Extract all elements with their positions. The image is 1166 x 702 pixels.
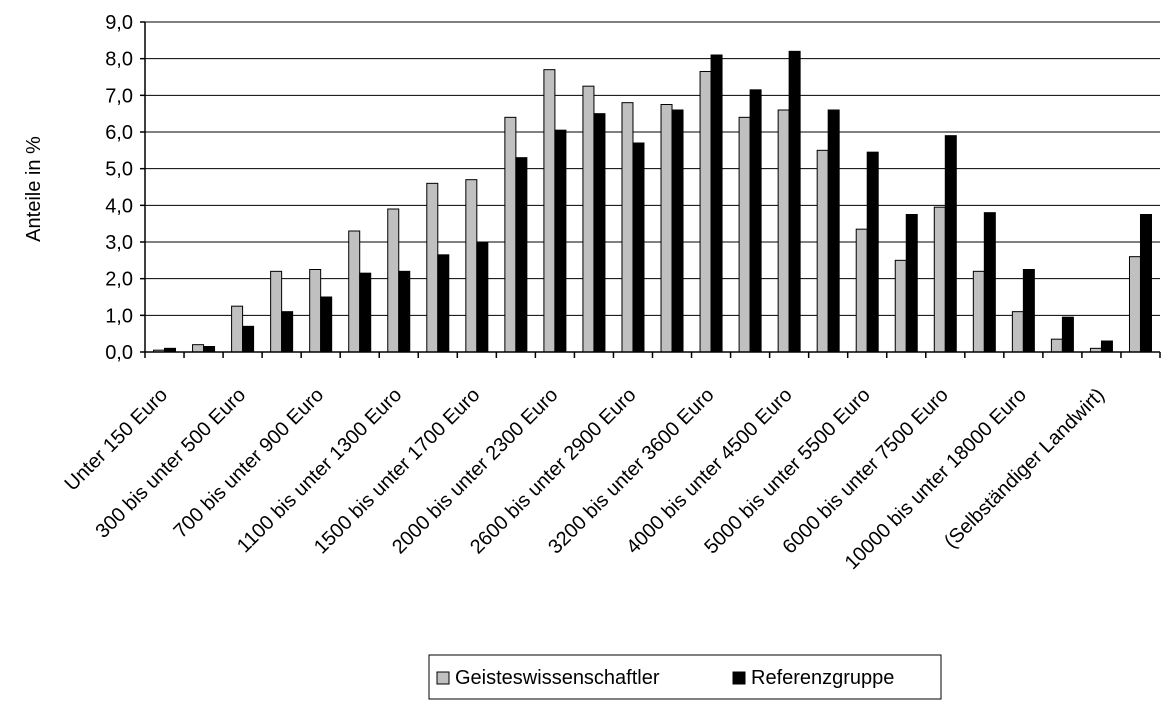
bar-referenzgruppe: [594, 114, 605, 352]
x-category-label: 3200 bis unter 3600 Euro: [544, 384, 718, 558]
y-tick-label: 0,0: [105, 342, 133, 364]
x-category-label: 1500 bis unter 1700 Euro: [310, 384, 484, 558]
bar-referenzgruppe: [1062, 317, 1073, 352]
bar-geisteswissenschaftler: [505, 117, 516, 352]
bar-geisteswissenschaftler: [1129, 257, 1140, 352]
bar-geisteswissenschaftler: [193, 345, 204, 352]
bar-geisteswissenschaftler: [544, 70, 555, 352]
x-category-label: 4000 bis unter 4500 Euro: [622, 384, 796, 558]
bar-geisteswissenschaftler: [973, 271, 984, 352]
bar-geisteswissenschaftler: [427, 183, 438, 352]
bar-geisteswissenschaftler: [934, 207, 945, 352]
y-tick-label: 5,0: [105, 159, 133, 181]
y-tick-label: 8,0: [105, 49, 133, 71]
bar-referenzgruppe: [1101, 341, 1112, 352]
bar-referenzgruppe: [906, 215, 917, 353]
bar-geisteswissenschaftler: [1012, 312, 1023, 352]
bar-referenzgruppe: [789, 51, 800, 352]
bar-referenzgruppe: [945, 136, 956, 352]
bar-geisteswissenschaftler: [310, 270, 321, 353]
x-category-label: 2000 bis unter 2300 Euro: [388, 384, 562, 558]
bar-referenzgruppe: [555, 130, 566, 352]
bar-referenzgruppe: [438, 255, 449, 352]
bar-geisteswissenschaftler: [271, 271, 282, 352]
bar-geisteswissenschaftler: [856, 229, 867, 352]
bar-referenzgruppe: [867, 152, 878, 352]
bar-referenzgruppe: [750, 90, 761, 352]
x-category-label: 1100 bis unter 1300 Euro: [233, 384, 406, 557]
bar-geisteswissenschaftler: [349, 231, 360, 352]
bar-referenzgruppe: [204, 347, 215, 353]
bar-referenzgruppe: [1023, 270, 1034, 353]
bar-geisteswissenschaftler: [583, 86, 594, 352]
y-tick-label: 3,0: [105, 232, 133, 254]
x-category-label: 5000 bis unter 5500 Euro: [700, 384, 874, 558]
y-tick-label: 7,0: [105, 85, 133, 107]
bar-referenzgruppe: [321, 297, 332, 352]
bars: [154, 51, 1152, 352]
y-ticks: 0,0 1,0 2,0 3,0 4,0 5,0 6,0 7,0 8,0 9,0: [105, 12, 145, 364]
bar-geisteswissenschaftler: [232, 306, 243, 352]
bar-referenzgruppe: [360, 273, 371, 352]
x-category-label: 6000 bis unter 7500 Euro: [778, 384, 952, 558]
bar-geisteswissenschaftler: [622, 103, 633, 352]
bar-geisteswissenschaftler: [895, 260, 906, 352]
bar-referenzgruppe: [243, 326, 254, 352]
bar-geisteswissenschaftler: [700, 72, 711, 353]
bar-geisteswissenschaftler: [739, 117, 750, 352]
gridlines: [145, 22, 1160, 315]
x-category-label: (Selbständiger Landwirt): [940, 384, 1109, 553]
bar-referenzgruppe: [1140, 215, 1151, 353]
x-category-label: 700 bis unter 900 Euro: [170, 384, 329, 543]
bar-referenzgruppe: [399, 271, 410, 352]
legend-swatch-geisteswissenschaftler: [437, 672, 449, 684]
y-axis-title: Anteile in %: [23, 136, 45, 242]
legend-swatch-referenzgruppe: [733, 672, 745, 684]
bar-referenzgruppe: [828, 110, 839, 352]
bar-referenzgruppe: [672, 110, 683, 352]
legend: Geisteswissenschaftler Referenzgruppe: [429, 655, 941, 699]
y-tick-label: 4,0: [105, 195, 133, 217]
bar-geisteswissenschaftler: [778, 110, 789, 352]
axes: [145, 22, 1160, 352]
x-category-label: 2600 bis unter 2900 Euro: [466, 384, 640, 558]
legend-label-referenzgruppe: Referenzgruppe: [751, 667, 894, 689]
x-category-label: 300 bis unter 500 Euro: [91, 384, 250, 543]
y-tick-label: 1,0: [105, 305, 133, 327]
bar-referenzgruppe: [633, 143, 644, 352]
y-tick-label: 2,0: [105, 269, 133, 291]
bar-geisteswissenschaftler: [661, 105, 672, 353]
legend-label-geisteswissenschaftler: Geisteswissenschaftler: [455, 667, 660, 689]
bar-geisteswissenschaftler: [466, 180, 477, 352]
bar-referenzgruppe: [516, 158, 527, 352]
y-tick-label: 6,0: [105, 122, 133, 144]
bar-geisteswissenschaftler: [388, 209, 399, 352]
bar-geisteswissenschaftler: [1051, 339, 1062, 352]
bar-referenzgruppe: [477, 242, 488, 352]
bar-referenzgruppe: [984, 213, 995, 352]
bar-geisteswissenschaftler: [817, 150, 828, 352]
bar-referenzgruppe: [282, 312, 293, 352]
y-tick-label: 9,0: [105, 12, 133, 34]
bar-referenzgruppe: [711, 55, 722, 352]
